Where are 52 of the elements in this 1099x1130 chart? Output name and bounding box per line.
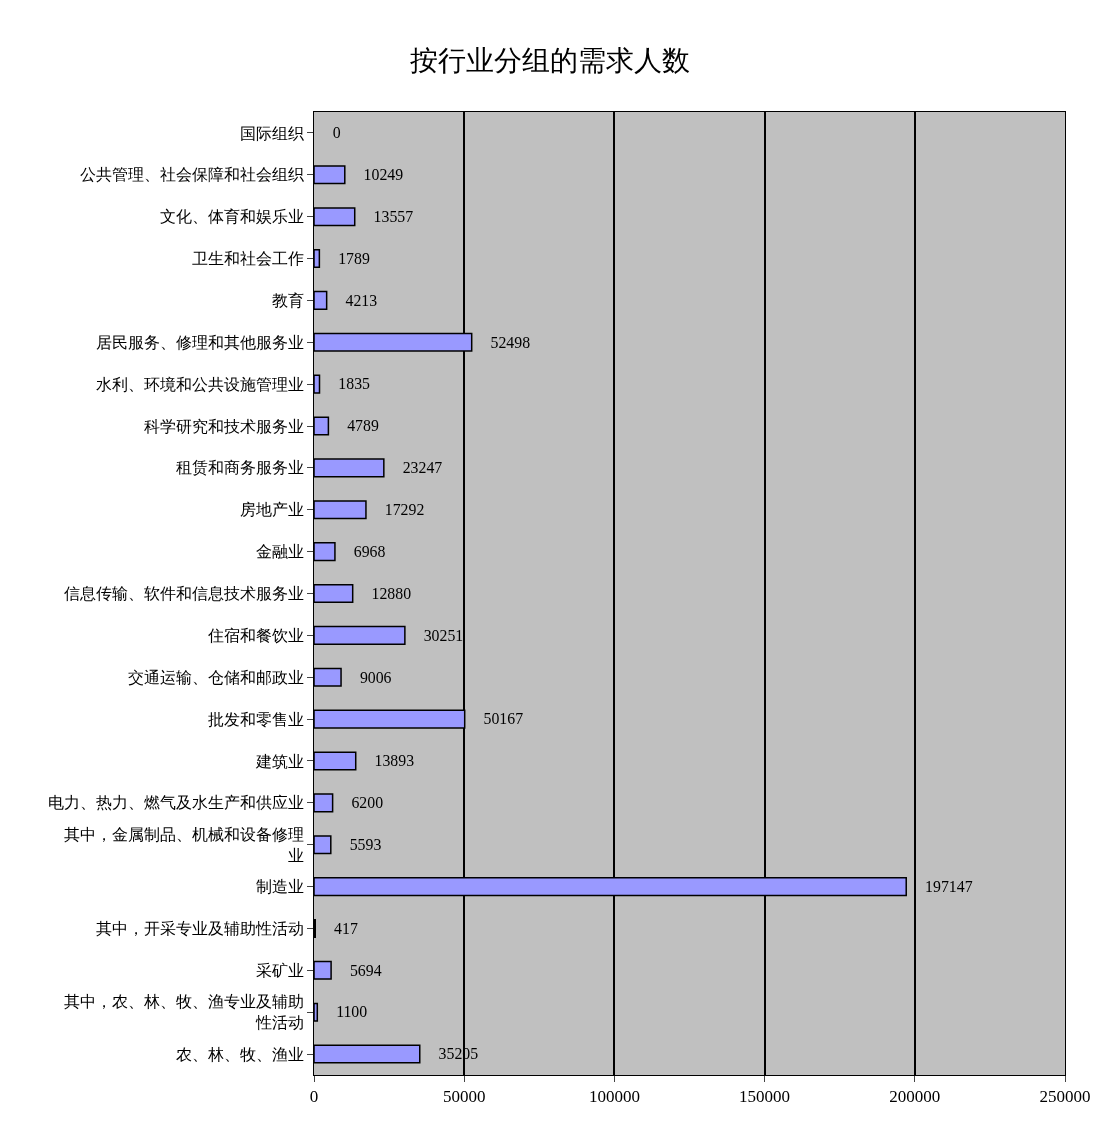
y-tick-label: 信息传输、软件和信息技术服务业 (63, 584, 304, 604)
data-label: 12880 (355, 584, 412, 602)
y-tick-label: 其中，金属制品、机械和设备修理业 (63, 824, 304, 865)
data-label: 10249 (347, 166, 404, 184)
y-tick-label: 电力、热力、燃气及水生产和供应业 (47, 793, 304, 813)
x-tick-label: 100000 (588, 1087, 640, 1107)
data-label: 197147 (909, 877, 973, 895)
data-label: 5593 (333, 835, 382, 853)
data-label: 5694 (334, 961, 382, 979)
y-tick-label: 教育 (271, 291, 304, 311)
y-tick-label: 批发和零售业 (207, 709, 304, 729)
y-tick-label: 文化、体育和娱乐业 (159, 207, 304, 227)
y-tick-label: 采矿业 (255, 960, 304, 980)
y-tick-label: 住宿和餐饮业 (206, 625, 304, 645)
y-tick-label: 水利、环境和公共设施管理业 (95, 374, 304, 394)
data-label: 52498 (474, 333, 531, 351)
data-label: 4789 (331, 417, 379, 435)
y-tick-label: 租赁和商务服务业 (175, 458, 304, 478)
data-label: 0 (317, 124, 341, 142)
y-tick-label: 房地产业 (239, 500, 304, 520)
data-label: 30251 (407, 626, 464, 644)
y-tick-label: 国际组织 (239, 123, 304, 143)
y-tick-label: 卫生和社会工作 (191, 249, 304, 269)
data-label: 1789 (322, 249, 370, 267)
data-label: 417 (318, 919, 358, 937)
x-tick-label: 200000 (889, 1087, 941, 1107)
y-tick-label: 公共管理、社会保障和社会组织 (79, 165, 304, 185)
data-label: 4213 (329, 291, 378, 309)
y-tick-label: 其中，农、林、牧、渔专业及辅助性活动 (63, 992, 304, 1033)
y-tick-label: 制造业 (255, 877, 304, 897)
data-label: 50167 (467, 710, 524, 728)
y-tick-label: 居民服务、修理和其他服务业 (95, 332, 304, 352)
y-tick-label: 金融业 (255, 542, 304, 562)
x-tick-label: 150000 (739, 1087, 791, 1107)
y-tick-label: 建筑业 (254, 751, 304, 771)
chart-title: 按行业分组的需求人数 (409, 44, 690, 78)
data-label: 1835 (322, 375, 371, 393)
data-label: 6200 (335, 794, 384, 812)
data-label: 6968 (337, 542, 386, 560)
x-tick-label: 0 (309, 1087, 319, 1107)
y-tick-label: 其中，开采专业及辅助性活动 (95, 919, 304, 939)
data-label: 13893 (358, 752, 415, 770)
data-label: 13557 (357, 207, 414, 225)
y-tick-label: 交通运输、仓储和邮政业 (127, 667, 304, 687)
data-label: 23247 (386, 459, 443, 477)
y-tick-label: 科学研究和技术服务业 (143, 416, 304, 436)
data-label: 17292 (368, 501, 425, 519)
data-label: 1100 (320, 1003, 368, 1021)
data-label: 9006 (344, 668, 392, 686)
x-tick-label: 50000 (442, 1087, 486, 1107)
y-tick-label: 农、林、牧、渔业 (175, 1044, 304, 1064)
x-tick-label: 250000 (1039, 1087, 1091, 1107)
